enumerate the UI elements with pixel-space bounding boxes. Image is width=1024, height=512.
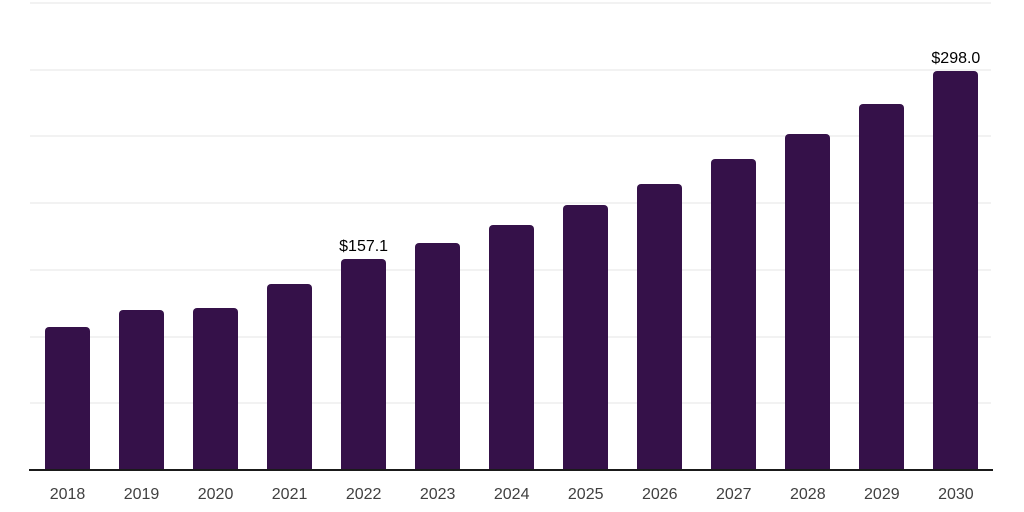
gridline-300 (30, 68, 991, 71)
plot-area: $157.1 $298.0 (30, 2, 991, 469)
x-tick-2025: 2025 (567, 486, 604, 503)
bar-2028 (785, 133, 831, 469)
gridline-250 (30, 135, 991, 138)
bar-2030 (933, 71, 979, 469)
x-tick-2022: 2022 (345, 486, 382, 503)
x-tick-2030: 2030 (938, 486, 974, 503)
bar-2024 (489, 225, 535, 469)
x-tick-2023: 2023 (419, 486, 456, 503)
x-tick-2024: 2024 (493, 486, 530, 503)
data-label-2030: $298.0 (931, 49, 981, 67)
x-tick-2029: 2029 (864, 486, 900, 503)
x-tick-2026: 2026 (641, 486, 678, 503)
bar-2022 (341, 259, 387, 469)
bar-2023 (415, 243, 461, 469)
bar-2027 (711, 159, 757, 469)
bar-2020 (193, 308, 239, 469)
x-tick-2020: 2020 (197, 486, 234, 503)
bar-2025 (563, 204, 609, 469)
bar-2029 (859, 103, 905, 469)
x-axis-labels: 2018 2019 2020 2021 2022 2023 2024 2025 2026 2027… (0, 485, 1024, 507)
bar-2019 (119, 310, 165, 469)
x-tick-2027: 2027 (715, 486, 752, 503)
bar-2026 (637, 183, 683, 469)
x-tick-2018: 2018 (49, 486, 86, 503)
x-tick-2021: 2021 (271, 486, 308, 503)
bar-2018 (45, 327, 90, 469)
x-axis-line (29, 469, 993, 471)
bar-2021 (267, 283, 313, 469)
gridline-200 (30, 202, 991, 205)
data-label-2022: $157.1 (339, 237, 389, 255)
gridline-350 (30, 2, 991, 4)
x-tick-2028: 2028 (790, 486, 826, 503)
x-tick-2019: 2019 (123, 486, 160, 503)
